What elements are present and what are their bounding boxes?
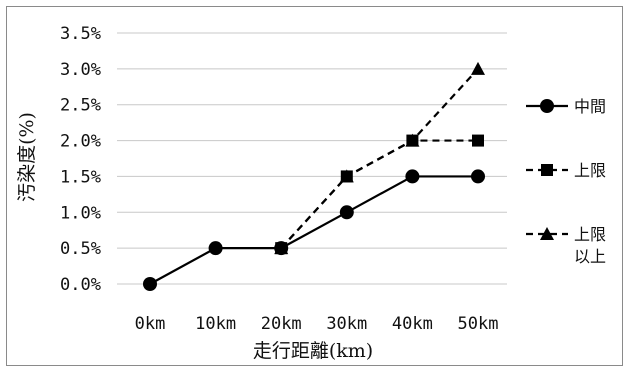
data-point — [405, 133, 420, 147]
legend-marker — [541, 164, 553, 176]
data-point — [143, 277, 157, 291]
chart-frame: 0.0% 0.5% 1.0% 1.5% 2.0% 2.5% 3.0% 3.5% 0km 10km… — [6, 6, 623, 366]
series-line — [280, 68, 479, 249]
data-point — [208, 241, 223, 256]
data-point — [339, 205, 354, 220]
y-tick-label: 3.0% — [60, 60, 101, 80]
x-tick-label: 50km — [458, 314, 499, 334]
series-lines — [143, 61, 485, 291]
legend-label: 上限 — [574, 225, 606, 244]
data-point — [405, 169, 420, 184]
legend-item: 上限 — [526, 161, 606, 180]
data-point — [471, 61, 485, 75]
x-tick-label: 10km — [195, 314, 236, 334]
line-chart: 0.0% 0.5% 1.0% 1.5% 2.0% 2.5% 3.0% 3.5% 0km 10km… — [16, 24, 606, 362]
x-tick-label: 40km — [392, 314, 433, 334]
legend-marker — [540, 99, 554, 113]
x-axis-label: 走行距離(km) — [253, 340, 373, 362]
x-tick-label: 30km — [326, 314, 367, 334]
data-point — [274, 241, 289, 256]
legend-label: 中間 — [574, 97, 606, 116]
data-point — [339, 169, 354, 183]
y-tick-label: 3.5% — [60, 24, 101, 44]
y-tick-labels: 0.0% 0.5% 1.0% 1.5% 2.0% 2.5% 3.0% 3.5% — [60, 24, 101, 295]
legend-marker — [540, 227, 554, 240]
legend-label: 上限 — [574, 161, 606, 180]
y-tick-label: 0.5% — [60, 239, 101, 259]
y-axis-label: 汚染度(%) — [16, 112, 38, 202]
legend-item: 中間 — [526, 97, 606, 116]
y-tick-label: 2.5% — [60, 96, 101, 116]
x-tick-labels: 0km 10km 20km 30km 40km 50km — [135, 314, 499, 334]
y-tick-label: 1.0% — [60, 203, 101, 223]
grid-lines — [117, 32, 507, 285]
series-3 — [274, 61, 485, 255]
data-point — [472, 134, 484, 147]
x-tick-label: 0km — [135, 314, 166, 334]
legend-label: 以上 — [574, 247, 606, 266]
y-tick-label: 1.5% — [60, 167, 101, 187]
series-line — [149, 175, 478, 285]
y-tick-label: 0.0% — [60, 275, 101, 295]
series-1 — [143, 169, 485, 291]
x-tick-label: 20km — [261, 314, 302, 334]
data-point — [471, 169, 485, 184]
y-tick-label: 2.0% — [60, 132, 101, 152]
